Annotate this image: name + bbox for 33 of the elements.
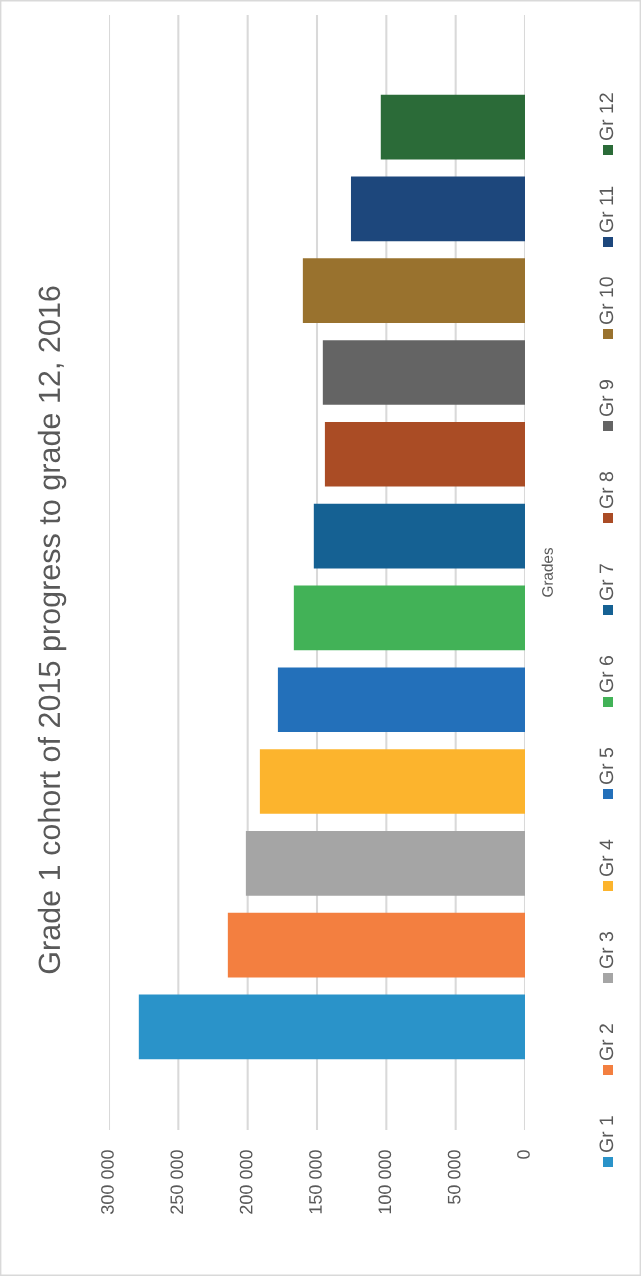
x-tick-label: 50 000: [447, 1150, 461, 1204]
text: Gr 5: [599, 748, 614, 785]
bar: [227, 912, 525, 978]
text: Gr 2: [599, 1024, 614, 1061]
y-axis-title: Grades: [541, 548, 553, 597]
text: Gr 3: [599, 932, 614, 969]
bar: [293, 585, 525, 651]
text: Gr 8: [599, 472, 614, 509]
x-tick-label: 0: [517, 1150, 530, 1159]
text: Grade 1 cohort of 2015 progress to grade 12, 2016: [37, 286, 67, 974]
bar: [350, 176, 525, 242]
bar: [313, 503, 525, 569]
x-tick-label: 150 000: [309, 1150, 322, 1214]
text: Gr 6: [599, 656, 614, 693]
text: Gr 9: [599, 380, 614, 417]
bar: [302, 258, 525, 323]
text: Gr 11: [599, 186, 614, 233]
x-tick-label: 250 000: [170, 1150, 184, 1214]
x-tick-label: 200 000: [239, 1150, 253, 1214]
bar: [138, 994, 525, 1060]
bar: [324, 421, 525, 487]
bar: [245, 831, 525, 896]
x-tick-label: 100 000: [378, 1150, 392, 1214]
text: Gr 12: [599, 93, 614, 141]
text: Gr 1: [599, 1116, 614, 1153]
bar: [277, 667, 525, 733]
bar: [322, 340, 525, 405]
bar: [380, 94, 525, 160]
text: Gr 7: [599, 564, 614, 601]
text: Gr 4: [599, 839, 614, 877]
text: Gr 10: [599, 277, 614, 325]
bar: [259, 749, 525, 814]
x-tick-label: 300 000: [101, 1150, 114, 1215]
